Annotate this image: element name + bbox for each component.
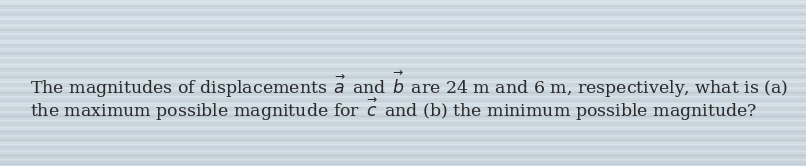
Text: The magnitudes of displacements $\overset{\rightarrow}{a}$ and $\overset{\righta: The magnitudes of displacements $\overse… [30, 68, 788, 100]
Text: the maximum possible magnitude for $\overset{\rightarrow}{c}$ and (b) the minimu: the maximum possible magnitude for $\ove… [30, 95, 758, 123]
